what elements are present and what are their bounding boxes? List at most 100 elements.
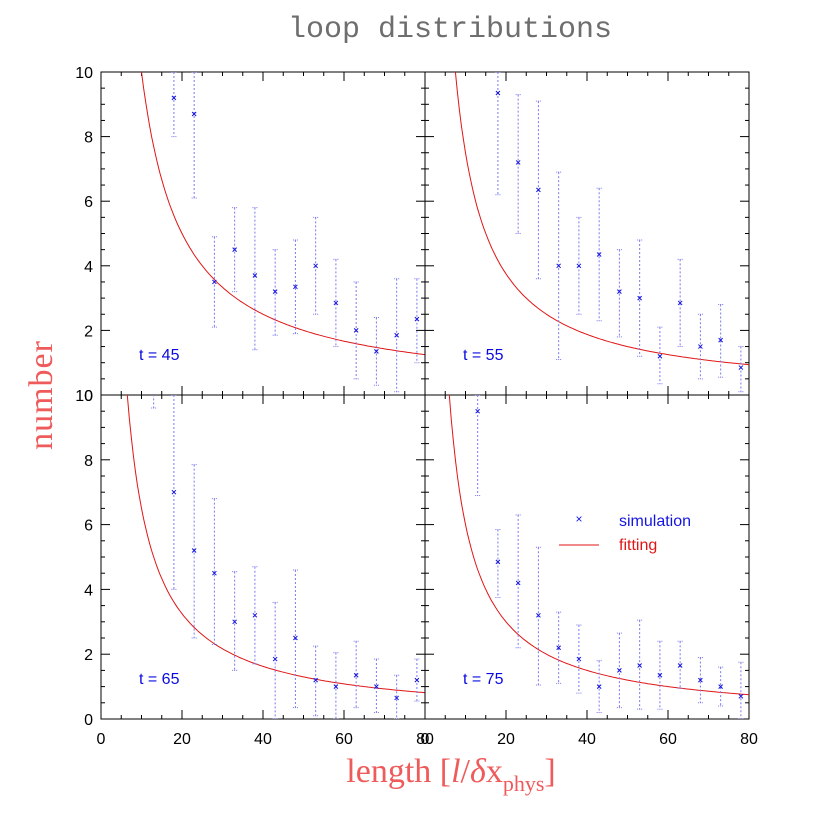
data-point-stroke <box>171 489 177 495</box>
data-point-stroke <box>495 559 501 565</box>
data-point <box>374 349 379 354</box>
data-point-stroke <box>313 263 319 269</box>
panel-time-label: t = 55 <box>463 347 504 364</box>
data-point <box>495 90 501 96</box>
x-axis-label-x: x <box>486 753 503 790</box>
panel-plot-area <box>448 395 749 719</box>
data-point <box>191 111 197 117</box>
x-axis-label-l: l <box>451 753 460 790</box>
data-point-stroke <box>718 337 724 343</box>
data-point <box>657 672 663 678</box>
data-point-stroke <box>232 619 238 625</box>
panel-time-label: t = 65 <box>139 671 180 688</box>
data-point-stroke <box>374 349 379 354</box>
data-point <box>374 684 379 689</box>
data-point <box>475 408 481 414</box>
data-point-stroke <box>293 284 298 290</box>
data-point-stroke <box>313 677 319 683</box>
data-point-stroke <box>171 95 177 101</box>
data-point <box>353 672 359 678</box>
y-tick-label: 2 <box>84 647 93 664</box>
y-tick-label: 8 <box>84 130 93 147</box>
data-point <box>353 328 359 333</box>
data-point <box>272 289 278 294</box>
x-tick-label: 40 <box>254 731 272 748</box>
data-point <box>677 663 683 668</box>
data-point-stroke <box>252 273 258 278</box>
fit-curve <box>454 72 749 366</box>
data-point <box>333 684 339 689</box>
data-point-stroke <box>677 663 683 668</box>
y-tick-label: 2 <box>84 323 93 340</box>
data-point-stroke <box>353 672 359 678</box>
x-tick-label: 0 <box>421 731 430 748</box>
data-point-stroke <box>536 612 541 618</box>
data-point-stroke <box>394 332 400 338</box>
x-tick-label: 20 <box>173 731 191 748</box>
x-tick-label: 60 <box>335 731 353 748</box>
data-point <box>738 365 744 370</box>
y-tick-label: 10 <box>75 65 93 82</box>
data-point-stroke <box>617 668 622 673</box>
data-point <box>414 677 420 683</box>
x-axis-label-subscript: phys <box>503 771 545 796</box>
data-point <box>576 656 582 662</box>
data-point-stroke <box>515 580 521 586</box>
data-point <box>495 559 501 565</box>
data-point-stroke <box>657 672 663 678</box>
data-point-stroke <box>414 316 420 322</box>
data-point-stroke <box>515 160 521 165</box>
y-tick-label: 10 <box>75 388 93 405</box>
data-point <box>293 635 298 641</box>
data-point-stroke <box>677 300 683 306</box>
x-axis-label-slash: / <box>461 753 471 790</box>
x-tick-label: 60 <box>659 731 677 748</box>
chart-title: loop distributions <box>288 13 612 47</box>
data-point-stroke <box>556 263 562 269</box>
data-point <box>718 684 724 689</box>
legend: × simulation fitting <box>559 512 691 554</box>
x-axis-label-delta: δ <box>470 753 487 790</box>
data-point-stroke <box>536 187 541 193</box>
data-point-stroke <box>374 684 379 689</box>
data-point-stroke <box>637 295 643 301</box>
data-point <box>698 344 703 349</box>
data-point-stroke <box>596 684 602 689</box>
data-point-stroke <box>191 548 197 553</box>
y-tick-label: 0 <box>84 712 93 729</box>
panel-plot-area <box>126 377 425 719</box>
data-point <box>637 663 643 668</box>
data-point-stroke <box>152 377 156 381</box>
panel-plot-area <box>140 72 425 393</box>
y-tick-label: 0 <box>84 388 93 405</box>
data-point <box>171 95 177 101</box>
data-point-stroke <box>252 612 258 618</box>
x-tick-label: 80 <box>416 731 434 748</box>
data-point-stroke <box>576 263 582 269</box>
data-point <box>576 263 582 269</box>
x-axis-label: length [l/δxphys] <box>346 753 555 796</box>
data-point-stroke <box>475 408 481 414</box>
panel-time-label: t = 75 <box>463 671 504 688</box>
data-point <box>414 316 420 322</box>
data-point-stroke <box>495 90 501 96</box>
fit-curve <box>140 72 425 356</box>
fit-curve <box>448 395 749 696</box>
data-point-stroke <box>272 289 278 294</box>
panel-4: 0 20 40 60 80 t = 75 <box>421 394 758 748</box>
data-point <box>617 668 622 673</box>
data-point <box>718 337 724 343</box>
panel-time-label: t = 45 <box>139 347 180 364</box>
data-point-stroke <box>212 279 217 285</box>
data-point-stroke <box>232 247 238 253</box>
data-point <box>212 279 217 285</box>
y-tick-label: 6 <box>84 194 93 211</box>
data-point <box>515 160 521 165</box>
data-point <box>252 612 258 618</box>
data-point <box>556 263 562 269</box>
x-axis-label-suffix: ] <box>544 753 555 790</box>
data-point <box>232 619 238 625</box>
data-point <box>677 300 683 306</box>
